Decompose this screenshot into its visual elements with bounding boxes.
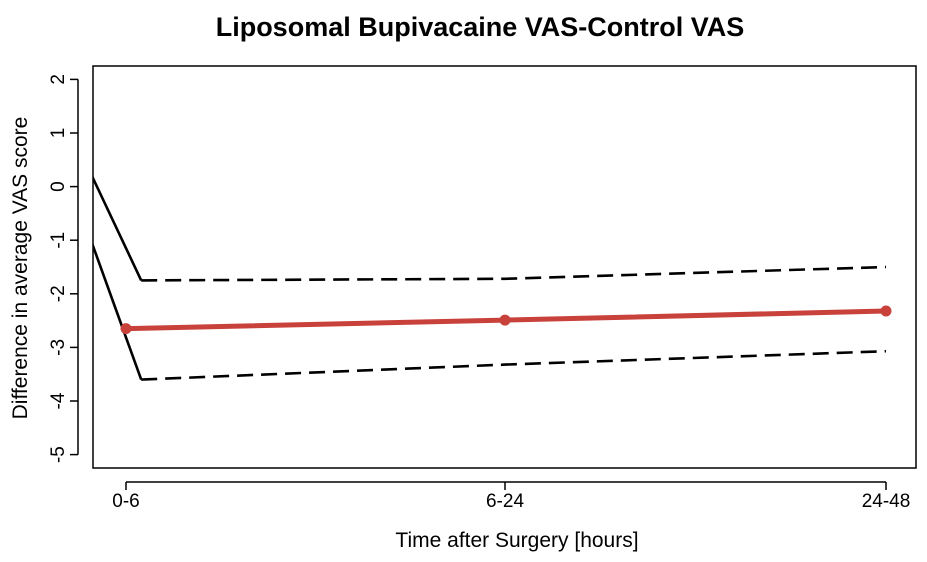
x-axis: 0-6 6-24 24-48 — [112, 481, 911, 512]
y-tick-label: -4 — [48, 392, 69, 409]
series-line-upper-bound-lead-in — [93, 175, 143, 281]
y-tick-label: -1 — [48, 232, 69, 249]
y-tick-label: -3 — [48, 339, 69, 356]
y-tick-label: -2 — [48, 285, 69, 302]
series-point-estimate — [120, 323, 132, 335]
series-line-lower-bound — [141, 349, 887, 381]
series-line-upper-bound — [141, 265, 887, 282]
series-line-lower-bound-lead-in — [93, 242, 143, 381]
y-axis-label: Difference in average VAS score — [9, 117, 32, 420]
y-tick-label: 0 — [48, 181, 69, 192]
series-point-estimate — [880, 305, 892, 317]
x-tick-label: 0-6 — [112, 491, 139, 512]
y-tick-label: 1 — [48, 128, 69, 139]
y-axis: 2 1 0 -1 -2 -3 -4 -5 — [48, 74, 79, 463]
x-tick-label: 6-24 — [486, 491, 524, 512]
plot-frame — [92, 65, 917, 469]
y-tick-label: -5 — [48, 446, 69, 463]
series-point-estimate — [499, 314, 511, 326]
x-tick-label: 24-48 — [862, 491, 911, 512]
chart-title: Liposomal Bupivacaine VAS-Control VAS — [216, 12, 745, 42]
x-axis-label: Time after Surgery [hours] — [395, 529, 638, 552]
series-layer — [93, 175, 892, 381]
y-tick-label: 2 — [48, 74, 69, 85]
